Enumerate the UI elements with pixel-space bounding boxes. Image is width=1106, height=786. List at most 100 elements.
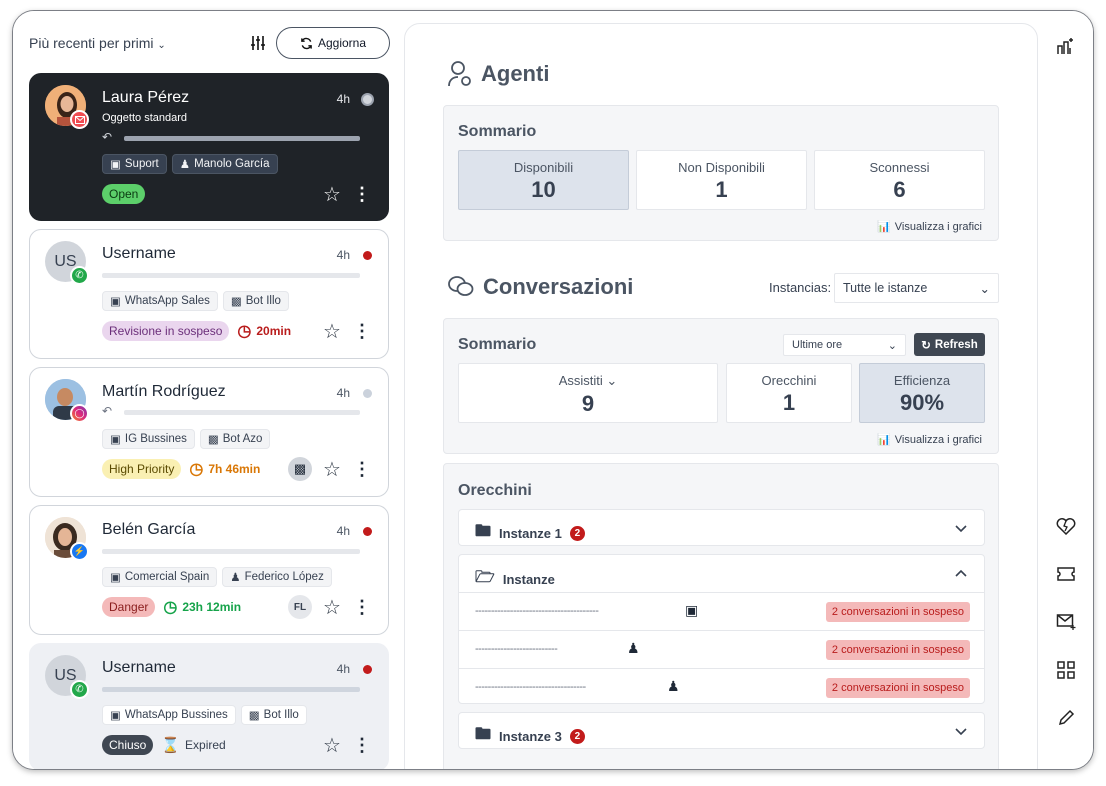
- status-badge: Revisione in sospeso: [102, 321, 230, 341]
- view-charts-link[interactable]: 📊 Visualizza i grafici: [877, 433, 982, 447]
- reply-arrow-icon: ↶: [102, 404, 113, 418]
- assignee-avatar: FL: [288, 595, 312, 619]
- instances-select[interactable]: Tutte le istanze ⌄: [834, 273, 999, 303]
- instance-accordion[interactable]: 🖿 Instanze 3 2: [458, 712, 985, 749]
- chatbot-icon: ▣: [685, 602, 699, 618]
- stat-disconnected[interactable]: Sconnessi 6: [814, 150, 985, 210]
- queue-tag: ▣ IG Bussines: [102, 429, 195, 449]
- pending-badge: 2 conversazioni in sospeso: [825, 678, 970, 698]
- whatsapp-channel-icon: ✆: [70, 266, 89, 285]
- conversation-card[interactable]: Laura Pérez 4h Oggetto standard ↶ ▣ Supor…: [29, 73, 389, 221]
- refresh-stats-button[interactable]: ↻ Refresh: [914, 333, 985, 356]
- conversations-summary-box: Sommario Ultime ore ⌄ ↻ Refresh Assistiti …: [443, 318, 999, 454]
- hourglass-icon: ⌛: [161, 737, 181, 754]
- mail-sparkle-icon[interactable]: [1055, 611, 1077, 633]
- chevron-down-icon[interactable]: [954, 521, 968, 535]
- pending-row[interactable]: -------------------------- ♟ 2 conversaz…: [459, 630, 984, 668]
- star-icon[interactable]: ☆: [323, 458, 341, 481]
- count-badge: 2: [569, 729, 585, 744]
- heart-broken-icon[interactable]: [1055, 515, 1077, 537]
- filter-sliders-icon[interactable]: [249, 34, 267, 52]
- refresh-button[interactable]: Aggiorna: [276, 27, 390, 59]
- chevron-down-icon: ⌄: [887, 339, 897, 352]
- view-charts-link[interactable]: 📊 Visualizza i grafici: [877, 220, 982, 234]
- queue-tag: ▣ Suport: [102, 154, 167, 174]
- chat-bubbles-icon: [448, 276, 474, 296]
- instance-header: 🖿 Instanze 3 2: [475, 723, 585, 750]
- star-icon[interactable]: ☆: [323, 596, 341, 619]
- inbox-icon: ▣: [110, 572, 121, 584]
- conversation-card[interactable]: US ✆ Username 4h ▣ WhatsApp Sales ▩ Bot Il…: [29, 229, 389, 359]
- presence-dot: [363, 389, 372, 398]
- conversation-card[interactable]: US ✆ Username 4h ▣ WhatsApp Bussines ▩ Bot…: [29, 643, 389, 769]
- bot-icon: ▩: [230, 296, 242, 308]
- status-badge: Open: [102, 184, 146, 204]
- last-activity-time: 4h: [336, 92, 350, 106]
- bot-tag: ▩ Bot Illo: [240, 705, 307, 725]
- contact-name: Laura Pérez: [102, 89, 190, 106]
- conversation-card[interactable]: ◯ Martín Rodríguez 4h ↶ ▣ IG Bussines ▩ Bo…: [29, 367, 389, 497]
- message-preview-placeholder: [102, 549, 360, 554]
- card-actions: FL ☆ ⋮: [288, 595, 372, 619]
- star-icon[interactable]: ☆: [323, 734, 341, 757]
- more-vertical-icon[interactable]: ⋮: [353, 734, 371, 755]
- stat-orecchini[interactable]: Orecchini 1: [726, 363, 852, 423]
- contact-name: Martín Rodríguez: [102, 383, 226, 400]
- more-vertical-icon[interactable]: ⋮: [353, 596, 371, 617]
- star-icon[interactable]: ☆: [323, 183, 341, 206]
- contact-name: Belén García: [102, 521, 196, 538]
- status-row: High Priority ◷ 7h 46min: [102, 459, 260, 479]
- pending-row[interactable]: ----------------------------------- ♟ 2 …: [459, 668, 984, 706]
- instagram-channel-icon: ◯: [70, 404, 89, 423]
- folder-open-icon: 🗁: [475, 569, 495, 586]
- conversation-card[interactable]: ⚡ Belén García 4h ▣ Comercial Spain ♟ Fede…: [29, 505, 389, 635]
- bot-avatar-icon: ▩: [288, 457, 312, 481]
- sla-timer: ◷ 20min: [237, 323, 292, 340]
- stat-unavailable[interactable]: Non Disponibili 1: [636, 150, 807, 210]
- count-badge: 2: [569, 526, 585, 541]
- pending-row[interactable]: --------------------------------------- …: [459, 592, 984, 630]
- card-actions: ☆ ⋮: [322, 734, 372, 757]
- grid-apps-icon[interactable]: [1055, 659, 1077, 681]
- instance-accordion[interactable]: 🖿 Instanze 1 2: [458, 509, 985, 546]
- agent-tag: ♟ Manolo García: [171, 154, 278, 174]
- presentation-chart-icon: 📊: [877, 434, 891, 446]
- instances-label: Instancias:: [769, 280, 832, 295]
- avatar: [45, 85, 86, 126]
- expired-timer: ⌛ Expired: [161, 737, 226, 754]
- bot-icon: ▩: [207, 434, 219, 446]
- chevron-down-icon[interactable]: [954, 724, 968, 738]
- chevron-down-icon[interactable]: ⌄: [606, 373, 618, 388]
- dashboard-sparkle-icon[interactable]: [1055, 35, 1077, 57]
- more-vertical-icon[interactable]: ⋮: [353, 458, 371, 479]
- inbox-icon: ▣: [110, 710, 121, 722]
- star-icon[interactable]: ☆: [323, 320, 341, 343]
- stat-efficiency[interactable]: Efficienza 90%: [859, 363, 985, 423]
- period-select[interactable]: Ultime ore ⌄: [783, 334, 906, 356]
- status-row: Revisione in sospeso ◷ 20min: [102, 321, 291, 341]
- sort-dropdown[interactable]: Più recenti per primi ⌄: [29, 35, 166, 51]
- summary-title: Sommario: [458, 336, 537, 353]
- inbox-icon: ▣: [110, 434, 121, 446]
- user-icon: ♟: [230, 572, 241, 584]
- folder-icon: 🖿: [475, 726, 492, 743]
- status-row: Danger ◷ 23h 12min: [102, 597, 241, 617]
- more-vertical-icon[interactable]: ⋮: [353, 183, 371, 204]
- pencil-icon[interactable]: [1055, 707, 1077, 729]
- last-activity-time: 4h: [336, 524, 350, 538]
- message-preview-placeholder: [102, 273, 360, 278]
- message-preview-placeholder: [124, 136, 360, 141]
- more-vertical-icon[interactable]: ⋮: [353, 320, 371, 341]
- last-activity-time: 4h: [336, 248, 350, 262]
- pending-badge: 2 conversazioni in sospeso: [825, 640, 970, 660]
- tag-list: ▣ WhatsApp Sales ▩ Bot Illo: [102, 291, 289, 311]
- dashboard-panel: Agenti Sommario Disponibili 10 Non Dispon…: [404, 23, 1038, 769]
- stat-available[interactable]: Disponibili 10: [458, 150, 629, 210]
- chevron-up-icon[interactable]: [954, 567, 968, 581]
- user-icon: ♟: [179, 159, 191, 171]
- ticket-icon[interactable]: [1055, 563, 1077, 585]
- sla-timer: ◷ 7h 46min: [189, 461, 261, 478]
- stat-assisted[interactable]: Assistiti ⌄ 9: [458, 363, 718, 423]
- instance-accordion-expanded[interactable]: 🗁 Instanze -----------------------------…: [458, 554, 985, 704]
- presentation-chart-icon: 📊: [877, 221, 891, 233]
